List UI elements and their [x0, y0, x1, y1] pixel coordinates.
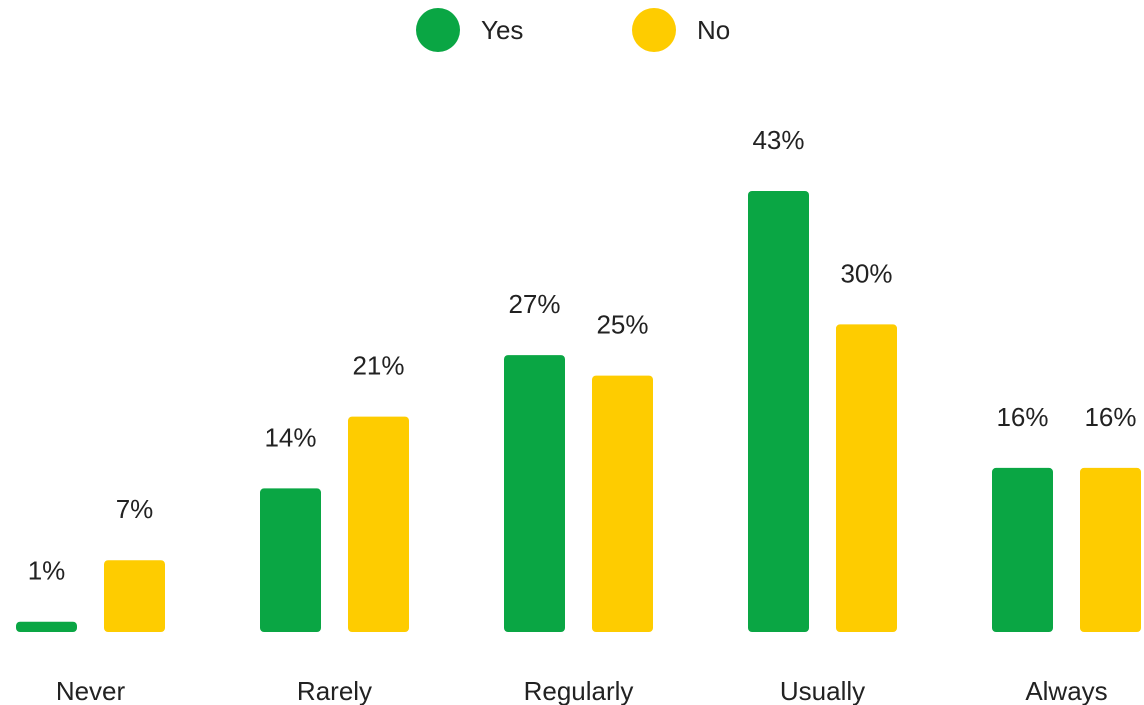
category-label-always: Always	[1025, 676, 1107, 705]
value-label-never-no: 7%	[116, 494, 154, 524]
bar-usually-no	[836, 324, 897, 632]
legend: Yes No	[416, 8, 730, 52]
legend-item-yes: Yes	[416, 8, 523, 52]
legend-swatch-no	[632, 8, 676, 52]
category-label-regularly: Regularly	[524, 676, 634, 705]
bar-rarely-yes	[260, 488, 321, 632]
bar-regularly-yes	[504, 355, 565, 632]
category-labels: Never Rarely Regularly Usually Always	[56, 676, 1108, 705]
value-label-never-yes: 1%	[28, 556, 66, 586]
bar-usually-yes	[748, 191, 809, 632]
category-label-rarely: Rarely	[297, 676, 372, 705]
value-label-always-yes: 16%	[996, 402, 1048, 432]
category-label-never: Never	[56, 676, 126, 705]
legend-item-no: No	[632, 8, 730, 52]
legend-swatch-yes	[416, 8, 460, 52]
bar-always-yes	[992, 467, 1053, 632]
value-label-usually-no: 30%	[840, 258, 892, 288]
value-labels: 1% 7% 14% 21% 27% 25% 43% 30% 16% 16%	[28, 125, 1137, 586]
value-label-usually-yes: 43%	[752, 125, 804, 155]
value-label-rarely-no: 21%	[352, 351, 404, 381]
bar-rarely-no	[348, 416, 409, 632]
bar-regularly-no	[592, 375, 653, 632]
value-label-always-no: 16%	[1084, 402, 1136, 432]
bar-never-yes	[16, 621, 77, 632]
category-label-usually: Usually	[780, 676, 865, 705]
value-label-regularly-yes: 27%	[508, 289, 560, 319]
bar-always-no	[1080, 467, 1141, 632]
legend-label-yes: Yes	[481, 15, 523, 45]
value-label-rarely-yes: 14%	[264, 422, 316, 452]
bars	[16, 191, 1141, 632]
value-label-regularly-no: 25%	[596, 310, 648, 340]
bar-never-no	[104, 560, 165, 632]
legend-label-no: No	[697, 15, 730, 45]
